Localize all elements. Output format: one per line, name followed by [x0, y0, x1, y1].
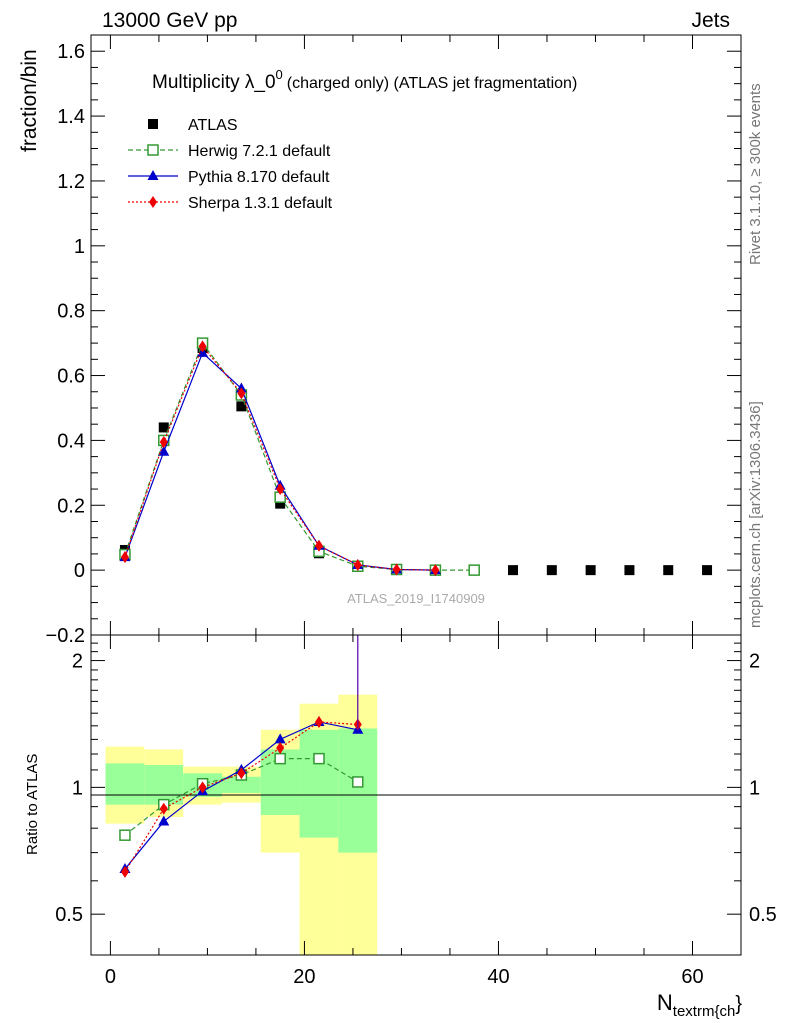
data-point	[546, 565, 557, 576]
inner-band	[144, 765, 184, 805]
x-axis-label-main: N	[657, 990, 673, 1015]
legend-marker	[147, 144, 159, 156]
ratio-point	[237, 767, 246, 780]
x-tick-label: 0	[105, 966, 116, 988]
data-point	[120, 551, 129, 564]
ratio-panel-frame	[90, 634, 742, 956]
mcplots-label: mcplots.cern.ch [arXiv:1306.3436]	[747, 401, 764, 628]
inner-band	[338, 728, 378, 853]
x-axis-label-sub: textrm{ch	[673, 1003, 736, 1020]
chart-title-rest: (charged only) (ATLAS jet fragmentation)	[287, 75, 578, 92]
chart-title-sup: 0	[276, 67, 283, 82]
chart-title: Multiplicity λ_00 (charged only) (ATLAS j…	[152, 67, 577, 93]
data-point	[237, 387, 246, 400]
inner-band	[299, 729, 339, 838]
series-line	[124, 341, 475, 571]
legend-marker	[148, 119, 158, 129]
x-tick-label: 40	[487, 966, 509, 988]
data-point	[508, 565, 519, 576]
data-point	[431, 564, 440, 577]
main-series-layer	[119, 337, 713, 577]
main-y-tick-label: 0.6	[57, 366, 85, 388]
data-point	[314, 539, 323, 552]
ratio-y-tick-label: 0.5	[55, 904, 83, 926]
data-point	[702, 565, 713, 576]
ratio-point	[276, 742, 285, 755]
legend-label: Herwig 7.2.1 default	[188, 143, 331, 160]
series-line	[124, 345, 436, 571]
ratio-point	[274, 733, 286, 744]
main-y-tick-label: 0	[74, 560, 85, 582]
x-axis: 0 20 40 60	[105, 635, 704, 988]
legend-marker	[149, 196, 157, 208]
x-axis-label: Ntextrm{ch}	[657, 990, 742, 1020]
legend-label: ATLAS	[188, 117, 238, 134]
ratio-y-tick-label-right: 1	[749, 777, 760, 799]
main-y-tick-label: 1.2	[57, 171, 85, 193]
ratio-y-tick-label: 2	[72, 651, 83, 673]
ratio-series-layer	[119, 635, 364, 878]
header-left-label: 13000 GeV pp	[102, 9, 237, 32]
ratio-point	[274, 752, 286, 765]
x-axis-label-close: }	[735, 993, 742, 1015]
data-point	[585, 565, 596, 576]
ratio-series-2	[120, 715, 362, 878]
analysis-watermark: ATLAS_2019_I1740909	[347, 591, 485, 606]
data-point	[624, 565, 635, 576]
rivet-version-label: Rivet 3.1.10, ≥ 300k events	[747, 83, 764, 265]
series-0	[119, 342, 713, 576]
main-y-tick-label: 1.4	[57, 106, 85, 128]
main-y-tick-label: 1.6	[57, 41, 85, 63]
ratio-point	[352, 776, 364, 788]
data-point	[198, 340, 207, 353]
data-point	[275, 498, 286, 509]
data-point	[663, 565, 674, 576]
ratio-point	[198, 781, 207, 794]
legend-label: Sherpa 1.3.1 default	[188, 195, 333, 212]
ratio-y-tick-label: 1	[72, 777, 83, 799]
series-3	[120, 340, 440, 577]
ratio-y-axis-label: Ratio to ATLAS	[24, 754, 41, 855]
main-y-axis: −0.2 0 0.2 0.4 0.6 0.8 1 1.2 1.4 1.6	[46, 41, 741, 647]
ratio-point	[120, 865, 129, 878]
data-point	[353, 558, 362, 571]
inner-band	[105, 763, 145, 805]
ratio-uncertainty-bands	[105, 694, 378, 955]
series-2	[119, 346, 441, 575]
legend-marker	[147, 170, 159, 180]
inner-band	[221, 776, 261, 793]
main-y-tick-label: 0.2	[57, 495, 85, 517]
data-point	[276, 483, 285, 496]
main-x-axis-ticks	[109, 35, 693, 635]
x-tick-label: 60	[681, 966, 703, 988]
ratio-point	[159, 802, 168, 815]
data-point	[159, 436, 168, 449]
legend-label: Pythia 8.170 default	[188, 169, 330, 186]
ratio-point	[313, 752, 325, 765]
main-y-tick-label: 1	[74, 236, 85, 258]
data-point	[158, 422, 169, 433]
data-point	[236, 401, 247, 412]
main-y-tick-label: 0.4	[57, 430, 85, 452]
chart-title-main: Multiplicity λ_0	[152, 72, 276, 93]
header-right-label: Jets	[691, 9, 730, 32]
ratio-point	[314, 715, 323, 728]
y-axis-label: fraction/bin	[18, 49, 41, 152]
x-tick-label: 20	[293, 966, 315, 988]
main-y-tick-label: 0.8	[57, 301, 85, 323]
data-point	[158, 445, 170, 456]
ratio-y-axis: 0.5 0.5 1 1 2 2	[55, 642, 777, 926]
ratio-y-tick-label-right: 0.5	[749, 904, 777, 926]
series-line	[124, 351, 436, 571]
legend: ATLAS Herwig 7.2.1 default Pythia 8.170 de…	[128, 117, 333, 212]
main-y-tick-label: −0.2	[46, 625, 85, 647]
data-point	[468, 564, 480, 576]
series-1	[119, 337, 480, 576]
ratio-point	[119, 829, 131, 841]
ratio-point	[158, 815, 170, 826]
ratio-y-tick-label-right: 2	[749, 651, 760, 673]
data-point	[392, 563, 401, 576]
